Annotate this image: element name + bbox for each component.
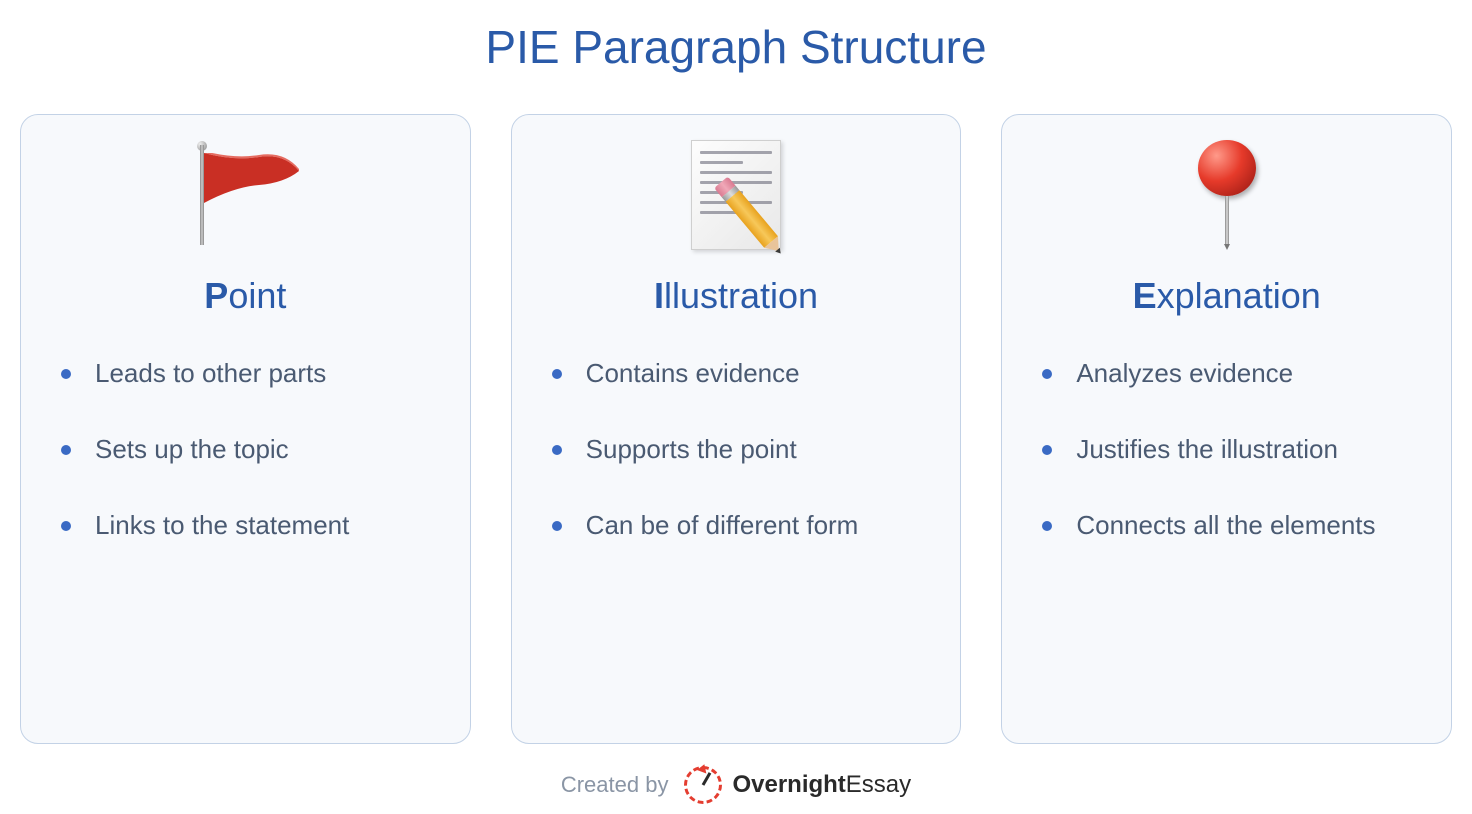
- card-point: Point Leads to other parts Sets up the t…: [20, 114, 471, 744]
- bullets-explanation: Analyzes evidence Justifies the illustra…: [1032, 357, 1421, 584]
- bullet-item: Supports the point: [552, 433, 931, 467]
- bullet-item: Can be of different form: [552, 509, 931, 543]
- brand: OvernightEssay: [684, 766, 911, 804]
- flag-icon: [190, 135, 300, 255]
- bullet-item: Analyzes evidence: [1042, 357, 1421, 391]
- page-title: PIE Paragraph Structure: [485, 20, 986, 74]
- bullet-item: Sets up the topic: [61, 433, 440, 467]
- footer-prefix: Created by: [561, 772, 669, 798]
- memo-icon: [686, 135, 786, 255]
- card-explanation: Explanation Analyzes evidence Justifies …: [1001, 114, 1452, 744]
- bullets-illustration: Contains evidence Supports the point Can…: [542, 357, 931, 584]
- pin-icon: [1192, 135, 1262, 255]
- card-heading-point: Point: [204, 275, 286, 317]
- bullet-item: Links to the statement: [61, 509, 440, 543]
- card-illustration: Illustration Contains evidence Supports …: [511, 114, 962, 744]
- footer: Created by OvernightEssay: [561, 744, 911, 814]
- bullet-item: Justifies the illustration: [1042, 433, 1421, 467]
- bullet-item: Connects all the elements: [1042, 509, 1421, 543]
- brand-name: OvernightEssay: [732, 771, 911, 799]
- bullet-item: Leads to other parts: [61, 357, 440, 391]
- bullet-item: Contains evidence: [552, 357, 931, 391]
- bullets-point: Leads to other parts Sets up the topic L…: [51, 357, 440, 584]
- card-heading-explanation: Explanation: [1133, 275, 1321, 317]
- card-heading-illustration: Illustration: [654, 275, 818, 317]
- clock-icon: [684, 766, 722, 804]
- cards-row: Point Leads to other parts Sets up the t…: [10, 114, 1462, 744]
